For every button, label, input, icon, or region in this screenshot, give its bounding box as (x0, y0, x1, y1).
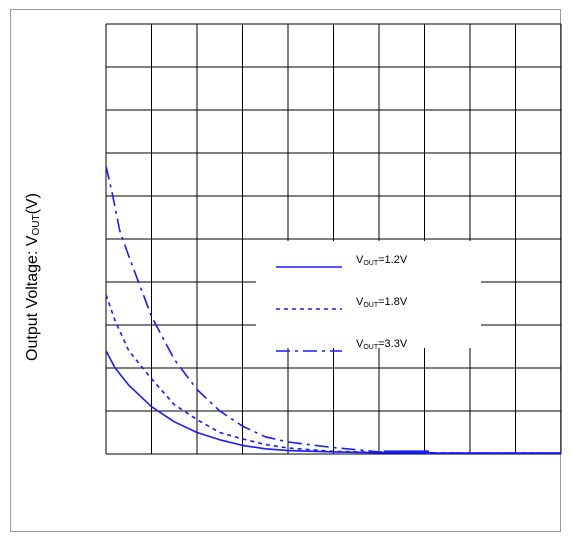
series-line-2 (105, 294, 561, 454)
chart-plot: VOUT=1.2V VOUT=1.8V VOUT=3.3V (105, 23, 562, 455)
legend-label-3: VOUT=3.3V (356, 338, 408, 351)
series-line-1 (105, 350, 561, 454)
y-axis-label-sub: OUT (31, 214, 42, 236)
chart-frame: VOUT=1.2V VOUT=1.8V VOUT=3.3V Output Volta… (10, 9, 562, 532)
y-axis-label-prefix: Output Voltage: V (24, 235, 41, 361)
series-line-3 (105, 165, 561, 454)
legend-label-2: VOUT=1.8V (356, 296, 408, 309)
legend-label-1: VOUT=1.2V (356, 254, 408, 267)
legend-box (256, 241, 481, 348)
y-axis-label: Output Voltage: VOUT(V) (24, 167, 42, 387)
y-axis-label-suffix: (V) (24, 193, 41, 215)
